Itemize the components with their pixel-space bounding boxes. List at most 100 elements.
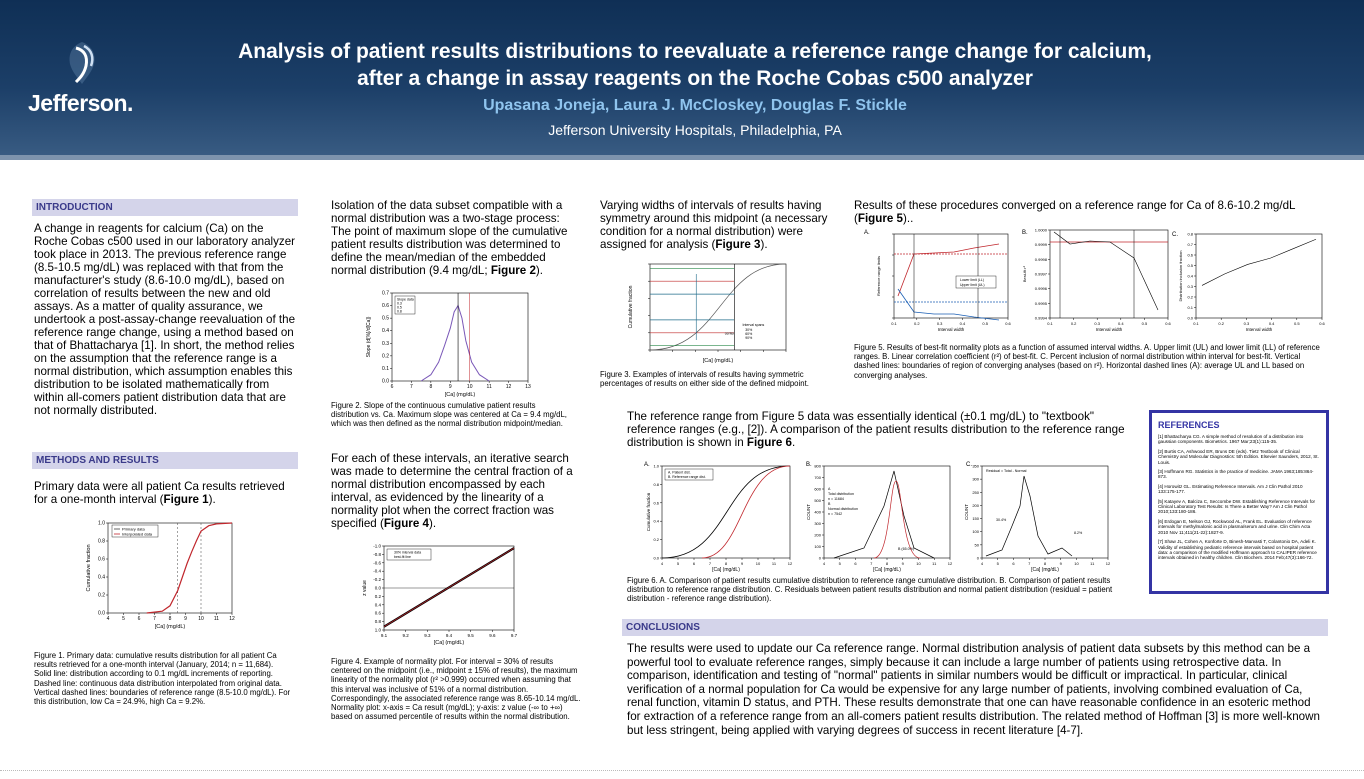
legend-label: Interpolated data: [122, 532, 153, 537]
figure-2-chart: 6 7 8 9 10 11 12 13 0.0 0.1 0.2 0.3 0.4 0.5 0.6 0.7 Slop…: [366, 291, 531, 398]
x-tick-label: 9.1: [381, 633, 388, 638]
reference-item: [1] Bhattacharya CG. A simple method of …: [1158, 434, 1304, 445]
x-axis-label: [Ca] (mg/dL): [1031, 567, 1059, 573]
y-tick-label: 0.5: [1187, 263, 1193, 268]
y-axis-label: Reference range limits: [876, 256, 881, 296]
y-axis-label: COUNT: [964, 504, 969, 520]
x-tick-label: 7: [153, 616, 156, 622]
y-tick-label: 250: [972, 490, 979, 495]
fig3-caption: Figure 3. Examples of intervals of resul…: [600, 370, 809, 389]
y-tick-label: 500: [814, 498, 821, 503]
x-tick-label: 9: [449, 384, 452, 390]
y-tick-label: 600: [814, 487, 821, 492]
conclusions-text: The results were used to update our Ca r…: [627, 642, 1320, 737]
cumulative-curve: [649, 263, 787, 351]
y-tick-label: 0.1: [382, 366, 389, 372]
y-tick-label: 0.9997: [1035, 272, 1048, 277]
references-box: REFERENCES [1] Bhattacharya CG. A simple…: [1149, 410, 1329, 594]
fig5-caption: Figure 5. Results of best-fit normality …: [854, 343, 1320, 380]
y-tick-label: 0.0: [382, 379, 389, 385]
y-tick-label: 0.7: [1187, 242, 1193, 247]
plot-frame: [391, 292, 529, 382]
y-tick-label: 1.0: [375, 628, 382, 633]
y-tick-label: 1.0: [653, 464, 659, 469]
reference-item: [4] Horowitz GL. Estimating Reference In…: [1158, 483, 1303, 495]
x-tick-label: 9.7: [511, 633, 518, 638]
legend-label: best-fit line: [394, 555, 411, 559]
x-tick-label: 12: [1106, 561, 1111, 566]
legend-title: Interval spans: [742, 323, 764, 327]
y-tick-label: 0.6: [653, 500, 659, 505]
fig4-caption: Figure 4. Example of normality plot. For…: [331, 657, 581, 722]
x-tick-label: 9: [184, 616, 187, 622]
x-tick-label: 6: [138, 616, 141, 622]
figure-1-chart: 4 5 6 7 8 9 10 11 12 0.0 0.2 0.4 0.6 0.8 1.0 Primary da…: [86, 521, 235, 631]
panel-label: C.: [966, 462, 972, 468]
methods-heading: METHODS AND RESULTS: [32, 452, 298, 469]
x-tick-label: 0.6: [1005, 321, 1011, 326]
x-tick-label: 6: [1012, 561, 1015, 566]
legend-label: A. Patient dist.: [668, 471, 691, 475]
footer-divider: [0, 770, 1364, 779]
x-tick-label: 12: [948, 561, 953, 566]
y-tick-label: 1.0000: [1035, 228, 1048, 233]
legend-label: 30% interval data: [394, 551, 421, 555]
x-tick-label: 7: [410, 384, 413, 390]
conclusions-heading: CONCLUSIONS: [622, 619, 1328, 636]
x-axis-label: [Ca] (mg/dL): [445, 392, 476, 397]
x-axis-label: [Ca] (mg/dL): [434, 640, 465, 645]
legend-box: [664, 468, 714, 481]
legend-label: 90%: [745, 336, 752, 340]
y-tick-label: 0.2: [382, 353, 389, 359]
y-tick-label: 0.4: [382, 328, 389, 334]
panel-label: A.: [864, 230, 870, 236]
y-tick-label: 200: [814, 533, 821, 538]
y-tick-label: 0.3: [382, 341, 389, 347]
y-tick-label: 0.3: [1187, 284, 1193, 289]
x-tick-label: 11: [487, 384, 492, 390]
x-tick-label: 9.4: [446, 633, 453, 638]
annotation: Total distribution: [828, 492, 854, 496]
y-axis-label: Cumulative fraction: [646, 492, 651, 531]
x-tick-label: 0.3: [1094, 321, 1100, 326]
logo-wordmark: Jefferson.: [28, 90, 133, 116]
x-tick-label: 0.4: [1269, 321, 1275, 326]
reference-item: [2] Burtis CA, Ashwood ER, Bruns DE (eds…: [1158, 448, 1319, 465]
x-tick-label: 0.3: [1244, 321, 1250, 326]
figure-6-chart: A. 4 5 6 7 8 9 10 11 12 0.0 0.2 0.4 0.6 0.8 1.0 A. Patie…: [644, 462, 1111, 573]
y-axis-label: Cumulative fraction: [86, 544, 92, 591]
y-tick-label: 0.8: [653, 482, 659, 487]
x-tick-label: 8: [886, 561, 889, 566]
y-tick-label: 0.8: [375, 619, 382, 624]
x-tick-label: 0.1: [1193, 321, 1199, 326]
x-tick-label: 5: [122, 616, 125, 622]
y-tick-label: 0.0: [98, 611, 105, 617]
y-tick-label: 100: [972, 529, 979, 534]
x-tick-label: 6: [391, 384, 394, 390]
annotation: B: [828, 502, 831, 506]
y-tick-label: 0.7: [382, 291, 389, 297]
x-tick-label: 10: [198, 616, 204, 622]
panel-label: A.: [644, 462, 650, 468]
x-tick-label: 8: [429, 384, 432, 390]
x-tick-label: 5: [677, 561, 680, 566]
jefferson-logo: Jefferson.: [28, 38, 148, 118]
legend-label: 30%: [745, 328, 752, 332]
x-tick-label: 12: [788, 561, 793, 566]
y-tick-label: -0.6: [373, 560, 381, 565]
y-tick-label: 800: [814, 464, 821, 469]
y-tick-label: -1.0: [373, 544, 381, 549]
x-tick-label: 6: [693, 561, 696, 566]
col4-para1: Results of these procedures converged on…: [854, 199, 1296, 225]
x-tick-label: 0.1: [1047, 321, 1053, 326]
residual-series: [985, 475, 1073, 557]
legend-label: B. Reference range dist.: [668, 475, 706, 479]
x-tick-label: 10: [467, 384, 473, 390]
y-tick-label: 0.6: [1187, 253, 1193, 258]
patient-cumulative: [661, 465, 791, 559]
y-tick-label: 0.2: [375, 594, 382, 599]
y-tick-label: 0: [819, 556, 822, 561]
x-axis-label: [Ca] (mg/dL): [712, 567, 740, 573]
y-tick-label: 0.8: [98, 539, 105, 545]
